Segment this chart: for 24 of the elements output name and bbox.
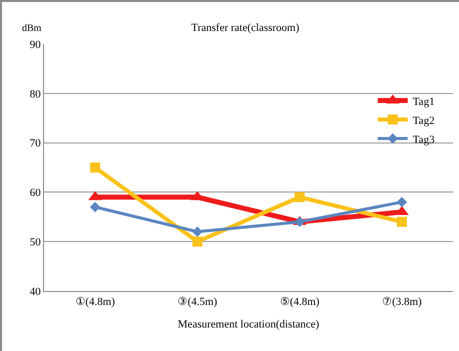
x-tick-label: ①(4.8m) (75, 296, 116, 308)
y-tick-label: 90 (30, 38, 42, 51)
point (294, 216, 305, 228)
x-axis-title: Measurement location(distance) (178, 318, 320, 330)
point (90, 202, 100, 212)
chart-title: Transfer rate(classroom) (191, 22, 300, 34)
y-tick-label: 80 (30, 88, 42, 100)
x-tick-label: ⑦(3.8m) (382, 296, 422, 308)
point (192, 226, 203, 237)
x-tick-label: ⑤(4.8m) (280, 296, 320, 308)
legend-label: Tag2 (412, 114, 435, 127)
legend-label: Tag3 (412, 134, 436, 146)
point (396, 196, 408, 208)
y-tick-label: 70 (30, 138, 42, 150)
legend-label: Tag1 (412, 96, 435, 108)
y-axis-title: dBm (22, 23, 42, 34)
y-tick-label: 50 (30, 236, 42, 248)
point (294, 192, 305, 202)
point (90, 162, 100, 172)
x-tick-label: ③(4.5m) (178, 296, 218, 308)
point (192, 236, 202, 247)
y-tick-label: 40 (30, 286, 42, 298)
y-tick-label: 60 (30, 187, 42, 200)
point (396, 216, 407, 227)
